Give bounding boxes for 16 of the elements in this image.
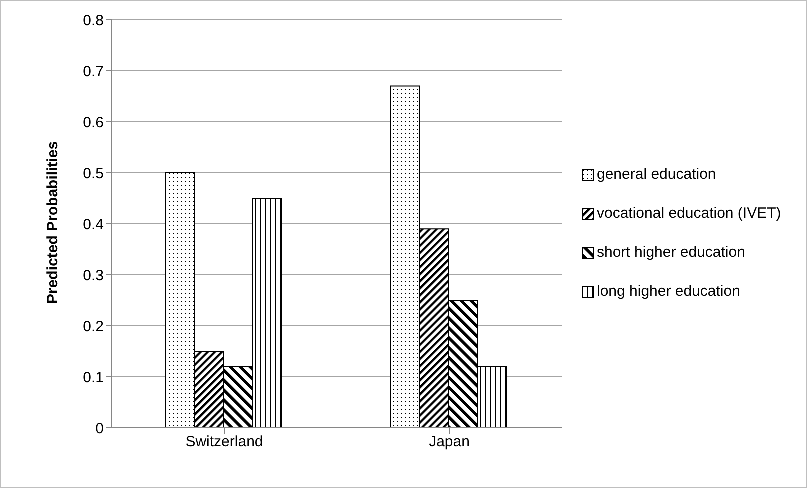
legend-label: short higher education [597,244,746,261]
y-tick-label: 0.5 [83,165,104,182]
y-tick-label: 0.8 [83,12,104,30]
legend-label: vocational education (IVET) [597,205,782,222]
y-tick-label: 0.1 [83,369,104,386]
y-tick-label: 0.2 [83,318,104,336]
y-tick-label: 0 [96,420,104,438]
y-tick-label: 0.7 [83,63,104,80]
y-axis-title: Predicted Probabilities [44,141,62,304]
x-tick-label: Japan [429,434,470,451]
legend-label: long higher education [597,283,740,300]
x-tick-label: Switzerland [186,434,264,451]
y-tick-label: 0.6 [83,114,104,132]
y-tick-label: 0.3 [83,267,104,284]
legend-label: general education [597,166,716,183]
y-tick-label: 0.4 [83,216,104,234]
